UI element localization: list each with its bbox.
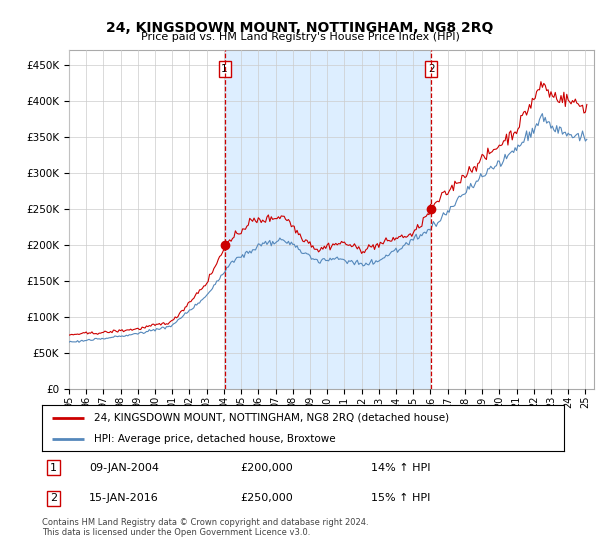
Text: 15% ↑ HPI: 15% ↑ HPI [371, 493, 430, 503]
Text: 15-JAN-2016: 15-JAN-2016 [89, 493, 159, 503]
Bar [224, 50, 431, 389]
Text: 24, KINGSDOWN MOUNT, NOTTINGHAM, NG8 2RQ (detached house): 24, KINGSDOWN MOUNT, NOTTINGHAM, NG8 2RQ… [94, 413, 449, 423]
Text: £250,000: £250,000 [241, 493, 293, 503]
Text: 24, KINGSDOWN MOUNT, NOTTINGHAM, NG8 2RQ: 24, KINGSDOWN MOUNT, NOTTINGHAM, NG8 2RQ [106, 21, 494, 35]
Text: 1: 1 [221, 64, 228, 74]
Text: Price paid vs. HM Land Registry's House Price Index (HPI): Price paid vs. HM Land Registry's House … [140, 32, 460, 42]
Text: £200,000: £200,000 [241, 463, 293, 473]
Text: 14% ↑ HPI: 14% ↑ HPI [371, 463, 430, 473]
Text: Contains HM Land Registry data © Crown copyright and database right 2024.
This d: Contains HM Land Registry data © Crown c… [42, 518, 368, 538]
Text: 09-JAN-2004: 09-JAN-2004 [89, 463, 159, 473]
Text: HPI: Average price, detached house, Broxtowe: HPI: Average price, detached house, Brox… [94, 435, 336, 444]
Text: 1: 1 [50, 463, 57, 473]
Text: 2: 2 [428, 64, 434, 74]
Text: 2: 2 [50, 493, 57, 503]
